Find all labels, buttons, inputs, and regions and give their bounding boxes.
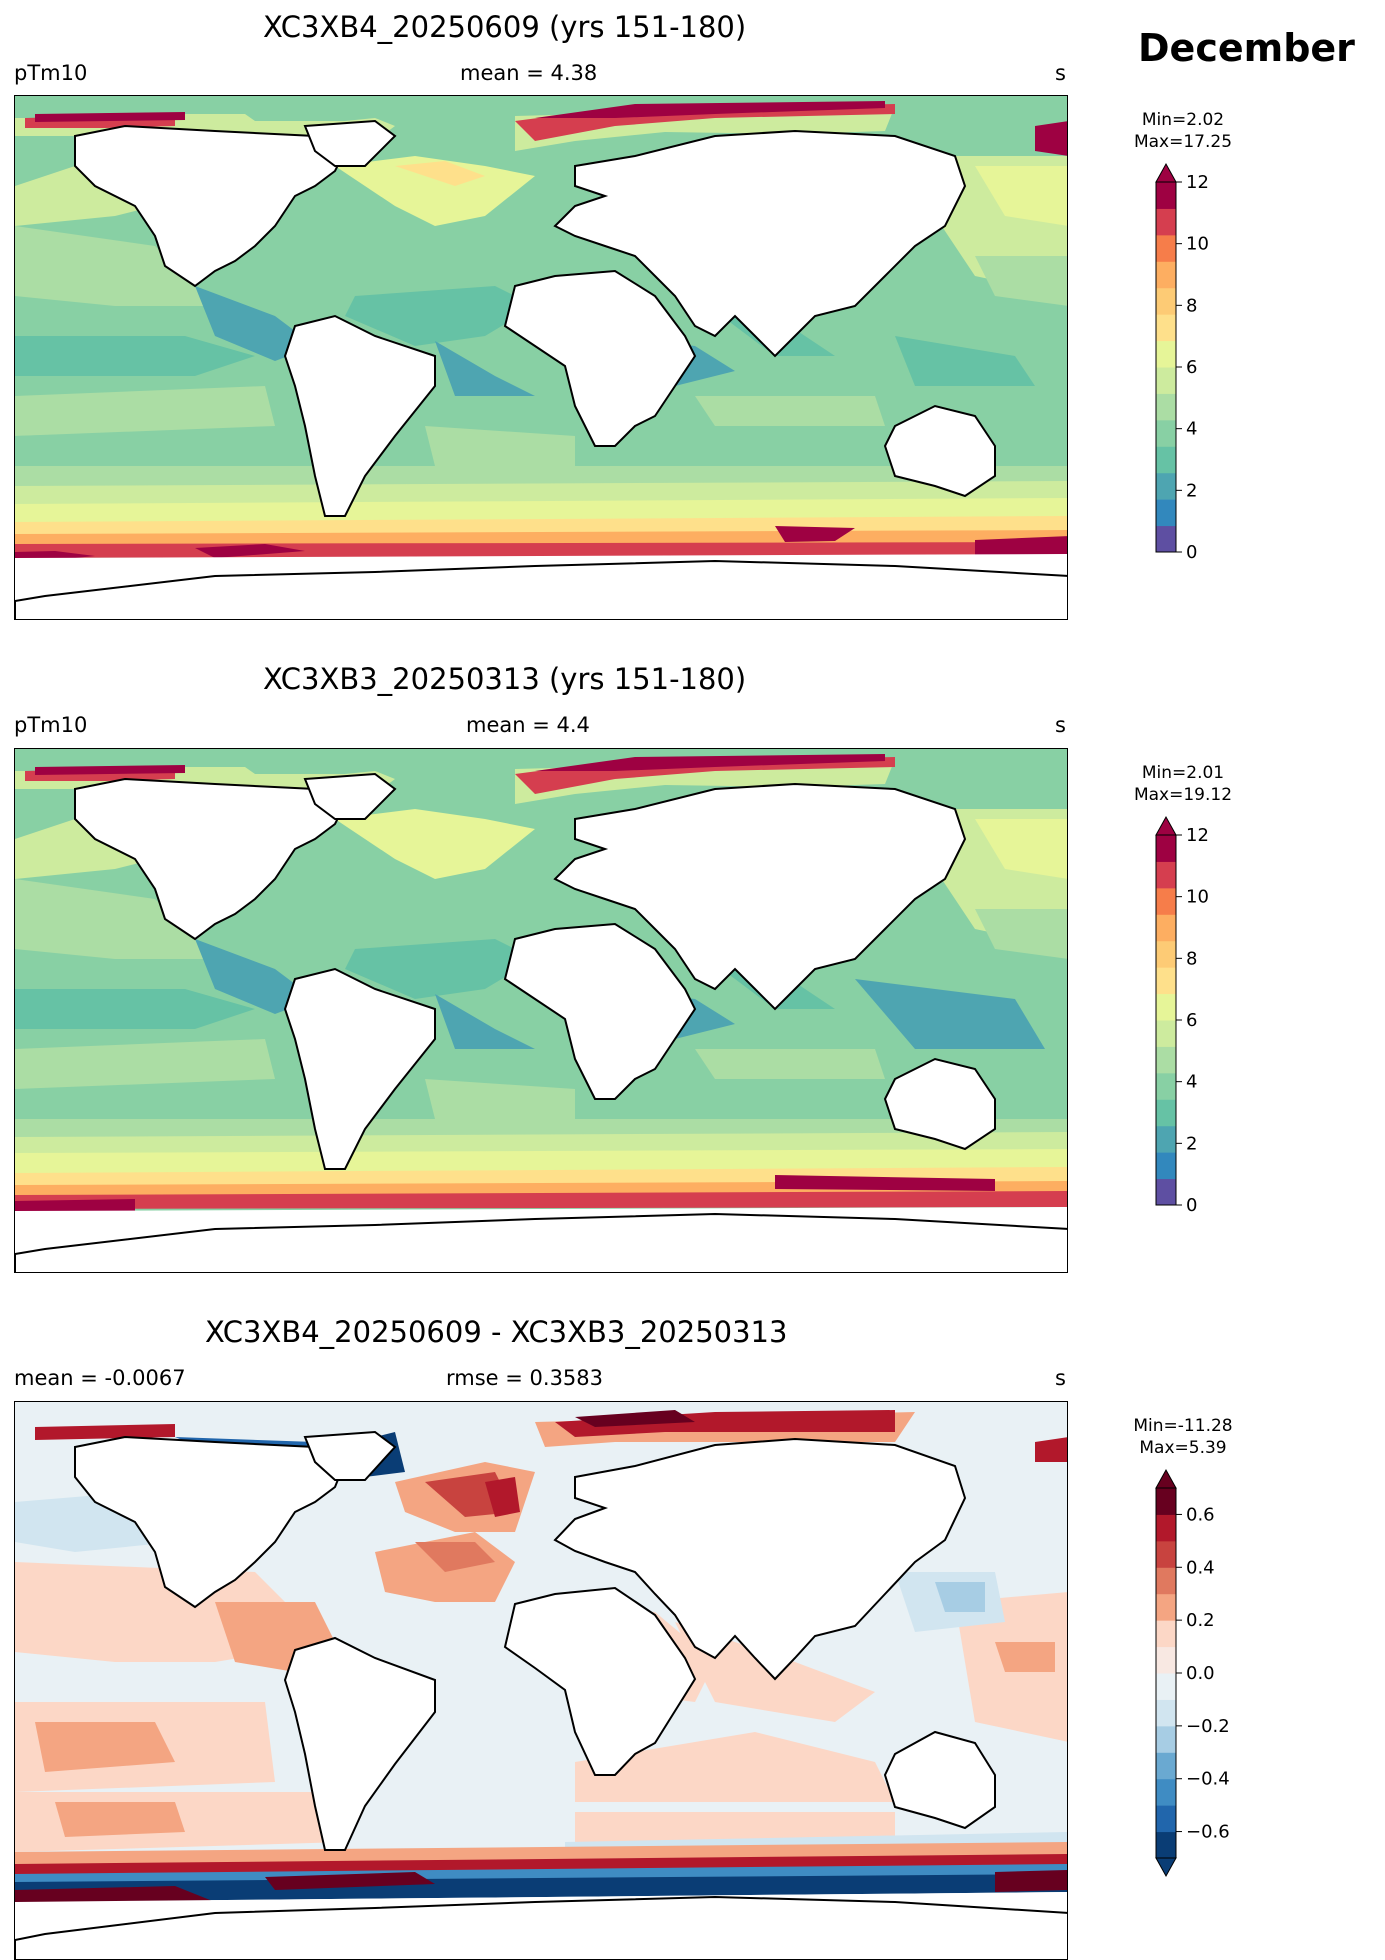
colorbar-segment <box>1156 1099 1176 1127</box>
panel-1-max-label: Max=17.25 <box>1133 132 1233 152</box>
colorbar-tick-label: 2 <box>1186 1133 1197 1154</box>
panel-1-title: XC3XB4_20250609 (yrs 151-180) <box>263 10 747 44</box>
colorbar-tick-label: 2 <box>1186 480 1197 501</box>
colorbar-segment <box>1156 261 1176 289</box>
colorbar-tick-label: −0.6 <box>1186 1822 1230 1843</box>
colorbar-tick-label: 4 <box>1186 1072 1197 1093</box>
panel-3-colorbar: −0.6 −0.4 −0.2 0.0 0.2 0.4 0.6 <box>1150 1468 1270 1878</box>
colorbar-tick-label: −0.4 <box>1186 1769 1230 1790</box>
panel-3-rmse-label: rmse = 0.3583 <box>446 1366 604 1390</box>
colorbar-segment <box>1156 1593 1176 1621</box>
colorbar-segment <box>1156 1673 1176 1700</box>
colorbar-segment <box>1156 1778 1176 1806</box>
colorbar-segment <box>1156 1620 1176 1648</box>
colorbar-extend-max <box>1155 815 1177 836</box>
colorbar-segment <box>1156 1046 1176 1074</box>
colorbar-tick-label: 10 <box>1186 234 1209 255</box>
panel-2-min-label: Min=2.01 <box>1141 763 1225 783</box>
colorbar-tick-label: 0 <box>1186 542 1197 563</box>
panel-2-variable-label: pTm10 <box>14 713 88 737</box>
colorbar-segment <box>1156 967 1176 995</box>
panel-2-colorbar: 0 2 4 6 8 10 12 <box>1150 815 1270 1216</box>
panel-3-mean-label: mean = -0.0067 <box>14 1366 186 1390</box>
colorbar-tick-label: 0 <box>1186 1195 1197 1216</box>
panel-2-max-label: Max=19.12 <box>1133 785 1233 805</box>
colorbar-segment <box>1156 1514 1176 1542</box>
panel-1-map <box>14 95 1068 620</box>
colorbar-segment <box>1156 1152 1176 1180</box>
colorbar-segment <box>1156 287 1176 315</box>
colorbar-tick-label: −0.2 <box>1186 1716 1230 1737</box>
colorbar-tick-label: 8 <box>1186 948 1197 969</box>
colorbar-tick-label: 0.4 <box>1186 1557 1215 1578</box>
month-label: December <box>1138 26 1355 70</box>
colorbar-segment <box>1156 208 1176 236</box>
panel-2-mean-label: mean = 4.4 <box>466 713 590 737</box>
colorbar-segment <box>1156 1699 1176 1727</box>
panel-1-colorbar: 0 2 4 6 8 10 12 <box>1150 162 1270 563</box>
colorbar-tick-label: 10 <box>1186 887 1209 908</box>
colorbar-segment <box>1156 1540 1176 1568</box>
colorbar-tick-label: 8 <box>1186 295 1197 316</box>
colorbar-segment <box>1156 1020 1176 1047</box>
colorbar-segment <box>1156 1752 1176 1780</box>
panel-3-title: XC3XB4_20250609 - XC3XB3_20250313 <box>205 1315 788 1349</box>
colorbar-segment <box>1156 993 1176 1021</box>
panel-3-min-label: Min=-11.28 <box>1133 1416 1233 1436</box>
panel-1-units-label: s <box>1055 61 1066 85</box>
panel-2-map <box>14 748 1068 1273</box>
colorbar-segment <box>1156 914 1176 942</box>
colorbar-segment <box>1156 419 1176 447</box>
colorbar-segment <box>1156 1178 1176 1206</box>
colorbar-segment <box>1156 367 1176 394</box>
colorbar-segment <box>1156 1646 1176 1674</box>
colorbar-segment <box>1156 525 1176 553</box>
panel-1-variable-label: pTm10 <box>14 61 88 85</box>
colorbar-segment <box>1156 1567 1176 1595</box>
colorbar-segment <box>1156 340 1176 368</box>
colorbar-segment <box>1156 940 1176 968</box>
colorbar-segment <box>1156 314 1176 342</box>
panel-2-title: XC3XB3_20250313 (yrs 151-180) <box>263 662 747 696</box>
panel-3-max-label: Max=5.39 <box>1139 1438 1227 1458</box>
colorbar-segment <box>1156 1125 1176 1153</box>
colorbar-tick-label: 0.6 <box>1186 1504 1215 1525</box>
colorbar-tick-label: 12 <box>1186 172 1209 193</box>
colorbar-extend-min <box>1155 1857 1177 1878</box>
colorbar-segment <box>1156 446 1176 474</box>
colorbar-tick-label: 0.2 <box>1186 1610 1215 1631</box>
colorbar-segment <box>1156 1725 1176 1753</box>
panel-2-units-label: s <box>1055 713 1066 737</box>
colorbar-segment <box>1156 499 1176 527</box>
colorbar-segment <box>1156 1831 1176 1859</box>
colorbar-segment <box>1156 1488 1176 1515</box>
colorbar-segment <box>1156 234 1176 262</box>
panel-1-min-label: Min=2.02 <box>1141 110 1225 130</box>
colorbar-segment <box>1156 887 1176 915</box>
colorbar-segment <box>1156 182 1176 209</box>
colorbar-tick-label: 6 <box>1186 1010 1197 1031</box>
panel-3-map <box>14 1401 1068 1960</box>
colorbar-extend-max <box>1155 162 1177 183</box>
panel-3-units-label: s <box>1055 1366 1066 1390</box>
colorbar-segment <box>1156 393 1176 421</box>
panel-1-mean-label: mean = 4.38 <box>460 61 598 85</box>
colorbar-segment <box>1156 835 1176 862</box>
colorbar-tick-label: 12 <box>1186 825 1209 846</box>
colorbar-tick-label: 6 <box>1186 357 1197 378</box>
colorbar-segment <box>1156 1072 1176 1100</box>
colorbar-tick-label: 4 <box>1186 419 1197 440</box>
colorbar-segment <box>1156 472 1176 500</box>
colorbar-tick-label: 0.0 <box>1186 1663 1215 1684</box>
colorbar-segment <box>1156 861 1176 889</box>
colorbar-extend-max <box>1155 1468 1177 1489</box>
colorbar-segment <box>1156 1805 1176 1833</box>
